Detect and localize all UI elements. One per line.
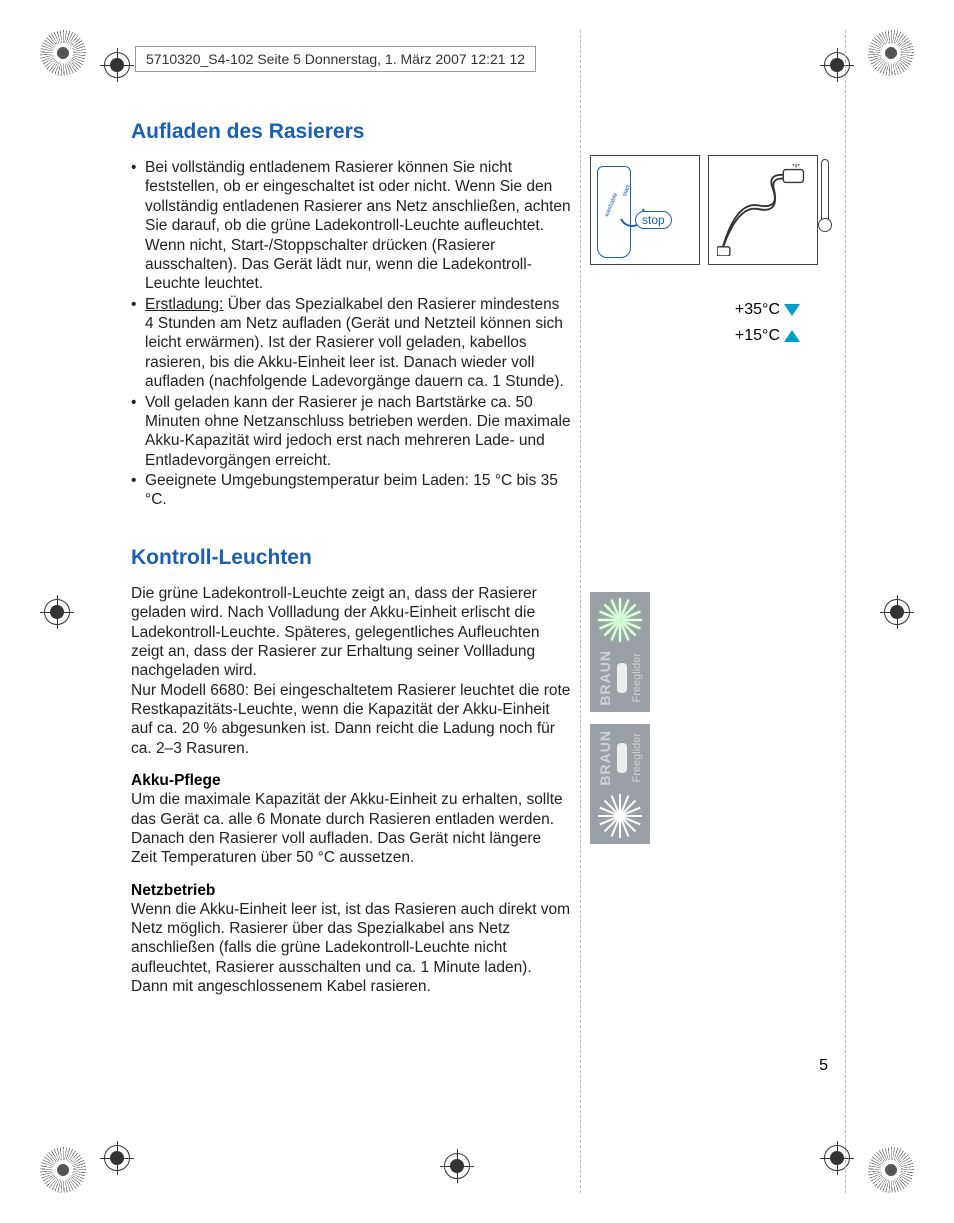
led-glow-icon: [598, 598, 642, 642]
mains-body: Wenn die Akku-Einheit leer ist, ist das …: [131, 900, 571, 997]
crosshair-icon: [100, 48, 134, 82]
document-meta: 5710320_S4-102 Seite 5 Donnerstag, 1. Mä…: [135, 46, 536, 72]
page-number: 5: [819, 1057, 828, 1075]
figure-shaver-stop: washable start stop: [590, 155, 700, 265]
temp-low: +15°C: [735, 327, 780, 345]
thermometer-icon: [818, 159, 832, 232]
stop-label: stop: [635, 211, 672, 229]
heading-indicators: Kontroll-Leuchten: [131, 546, 571, 570]
subhead-battery-care: Akku-Pflege: [131, 772, 571, 790]
crosshair-icon: [100, 1141, 134, 1175]
brand-label: BRAUN: [597, 650, 613, 706]
temp-high: +35°C: [735, 301, 780, 319]
list-item: Bei vollständig entladenem Rasierer könn…: [131, 158, 571, 294]
model-label: Freeglider: [631, 733, 643, 783]
trim-line: [845, 30, 846, 1193]
led-icon: [617, 663, 627, 693]
registration-mark-icon: [40, 1147, 86, 1193]
power-cord-icon: [717, 164, 809, 256]
crosshair-icon: [880, 595, 914, 629]
model-label: Freeglider: [631, 653, 643, 703]
trim-line: [580, 30, 581, 1193]
brand-label: BRAUN: [597, 730, 613, 786]
registration-mark-icon: [40, 30, 86, 76]
registration-mark-icon: [868, 30, 914, 76]
indicators-para-2: Nur Modell 6680: Bei eingeschaltetem Ras…: [131, 681, 571, 759]
figure-temperature-range: +35°C +15°C: [708, 283, 818, 363]
list-item: Geeignete Umgebungstemperatur beim Laden…: [131, 471, 571, 510]
crosshair-icon: [820, 1141, 854, 1175]
list-item: Erstladung: Über das Spezialkabel den Ra…: [131, 295, 571, 392]
list-item: Voll geladen kann der Rasierer je nach B…: [131, 393, 571, 471]
battery-care-body: Um die maximale Kapazität der Akku-Einhe…: [131, 790, 571, 868]
registration-mark-icon: [868, 1147, 914, 1193]
heading-charging: Aufladen des Rasierers: [131, 120, 571, 144]
charging-bullets: Bei vollständig entladenem Rasierer könn…: [131, 158, 571, 510]
main-content: Aufladen des Rasierers Bei vollständig e…: [131, 120, 571, 997]
led-icon: [617, 743, 627, 773]
subhead-mains: Netzbetrieb: [131, 882, 571, 900]
indicators-para-1: Die grüne Ladekontroll-Leuchte zeigt an,…: [131, 584, 571, 681]
arrow-down-icon: [784, 304, 800, 316]
figure-power-cord: [708, 155, 818, 265]
figure-led-green: BRAUN Freeglider: [590, 592, 710, 712]
led-glow-icon: [598, 794, 642, 838]
crosshair-icon: [440, 1149, 474, 1183]
figure-led-low: BRAUN Freeglider: [590, 724, 710, 844]
crosshair-icon: [40, 595, 74, 629]
erstladung-label: Erstladung:: [145, 296, 223, 313]
figure-column: washable start stop: [590, 155, 830, 363]
crosshair-icon: [820, 48, 854, 82]
arrow-up-icon: [784, 330, 800, 342]
